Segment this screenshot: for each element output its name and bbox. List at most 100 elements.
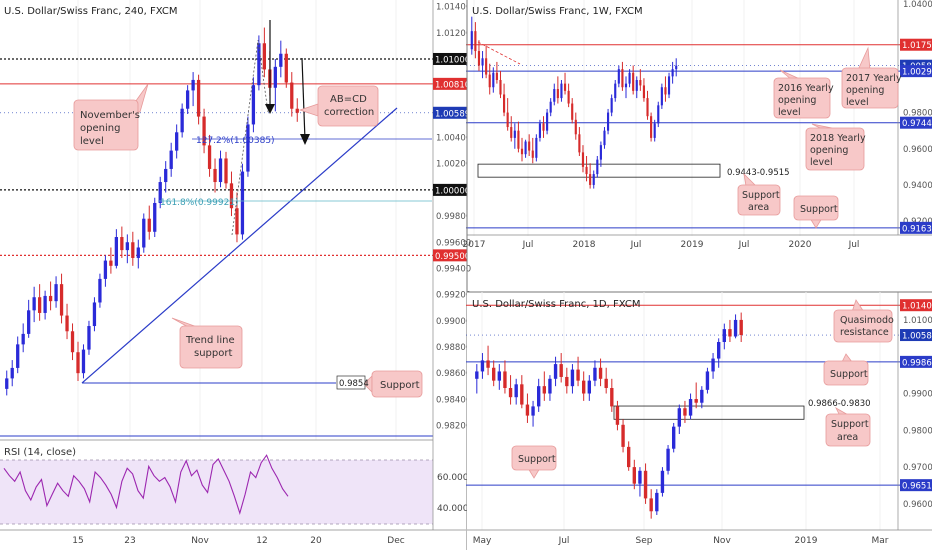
h4-price-badge	[433, 77, 467, 90]
callout-quasimodo-resistance[interactable]: Quasimodo resistance	[833, 299, 894, 343]
weekly-candle-body	[499, 80, 502, 95]
h4-candle-body	[273, 66, 277, 88]
h4-candle-body	[164, 168, 168, 183]
callout-2017-yearly-opening-level[interactable]: 2017 Yearly opening level	[841, 46, 902, 109]
h4-trend-line[interactable]	[81, 107, 398, 384]
daily-candle-body	[525, 404, 530, 416]
weekly-candle-body	[517, 130, 520, 149]
callout-text: 2016 Yearly opening level	[778, 83, 834, 118]
weekly-candle-body	[477, 51, 481, 66]
h4-candle-body	[81, 349, 86, 374]
h4-candle-body	[153, 202, 157, 232]
weekly-candle-body	[563, 83, 567, 91]
callout-support-area-weekly[interactable]: Support area	[737, 172, 781, 216]
daily-candle-body	[520, 384, 524, 405]
callout-box	[737, 184, 781, 216]
h4-price-tick: 1.00400	[436, 134, 471, 144]
h4-price-tick: 0.99800	[436, 212, 471, 222]
weekly-candle-body	[653, 123, 656, 138]
weekly-candle-body	[617, 69, 620, 84]
daily-candle-body	[537, 386, 541, 407]
weekly-price-badge	[900, 38, 932, 51]
callout-2018-yearly-opening-level[interactable]: 2018 Yearly opening level	[805, 123, 866, 171]
daily-candle-body	[508, 388, 513, 398]
h4-candle-body	[76, 352, 80, 374]
callout-text: Support	[380, 380, 420, 391]
daily-candle-body	[638, 470, 642, 484]
h4-candle-body	[207, 145, 212, 169]
callout-2016-yearly-opening-level[interactable]: 2016 Yearly opening level	[773, 69, 834, 119]
daily-candle-body	[542, 386, 546, 394]
h4-support-value-label: 0.9854	[339, 379, 369, 389]
daily-candle-body	[621, 424, 625, 447]
callout-box	[371, 370, 423, 398]
daily-price-badge	[900, 299, 932, 312]
weekly-candle-body	[531, 150, 534, 158]
weekly-candle-body	[474, 31, 477, 52]
h4-candle-body	[191, 79, 195, 91]
h4-price-badge-label: 1.00000	[435, 186, 470, 196]
weekly-candle-body	[635, 80, 638, 91]
callout-support-weekly[interactable]: Support	[793, 195, 839, 229]
h4-time-tick: Dec	[387, 536, 404, 546]
h4-candle-body	[295, 108, 299, 113]
h4-candle-body	[251, 85, 256, 125]
h4-candle-body	[257, 43, 261, 86]
daily-candle-body	[739, 319, 743, 336]
h4-price-tick: 0.98600	[436, 369, 471, 379]
daily-candle-body	[677, 408, 681, 427]
h4-candle-body	[65, 315, 69, 332]
weekly-candle-body	[664, 87, 667, 95]
h4-chart-panel: RSI (14, close) 60.0000 40.0000 1.014001…	[0, 0, 475, 546]
daily-candle-body	[565, 376, 569, 387]
h4-candle-body	[70, 331, 75, 353]
daily-time-tick: Mar	[872, 536, 889, 546]
weekly-candle-body	[675, 65, 678, 70]
h4-price-badge-label: 1.00810	[435, 80, 470, 90]
callout-novembers-opening-level[interactable]: November's opening level	[73, 83, 149, 151]
h4-support-value-box	[336, 375, 366, 390]
h4-price-tick: 1.01400	[436, 3, 471, 13]
weekly-candle-body	[513, 130, 516, 138]
h4-time-tick: 15	[72, 536, 83, 546]
weekly-candle-body	[542, 123, 545, 131]
callout-support-h4[interactable]: Support	[363, 370, 423, 398]
callout-box	[179, 325, 243, 369]
h4-price-tick: 0.98800	[436, 343, 471, 353]
weekly-candle-body	[624, 83, 628, 88]
h4-candle-body	[136, 247, 140, 258]
h4-candle-body	[43, 295, 47, 313]
h4-price-tick: 1.00200	[436, 160, 471, 170]
daily-candle-body	[582, 380, 586, 394]
callout-trend-line-support[interactable]: Trend line support	[171, 317, 243, 369]
h4-candle-body	[5, 378, 9, 389]
daily-support-zone[interactable]	[613, 405, 805, 420]
callout-box	[511, 445, 557, 471]
callout-text: Quasimodo resistance	[840, 315, 894, 338]
h4-arrow-head-right	[300, 134, 310, 145]
rsi-tick-60: 60.0000	[437, 473, 474, 483]
daily-candle-body	[503, 371, 507, 388]
weekly-trend-marker	[477, 41, 521, 65]
callout-support-daily-top[interactable]: Support	[823, 353, 869, 386]
daily-price-marks	[466, 292, 900, 530]
h4-candle-body	[37, 297, 42, 313]
weekly-price-tick: 1.04000	[903, 0, 932, 10]
h4-candle-body	[120, 237, 124, 251]
weekly-price-badge	[900, 116, 932, 129]
callout-support-daily-bottom[interactable]: Support	[511, 445, 557, 479]
callout-text: Support	[518, 454, 556, 465]
weekly-candle-body	[470, 31, 473, 50]
h4-candle-body	[87, 326, 91, 350]
weekly-support-zone[interactable]	[477, 163, 721, 178]
daily-candle-body	[587, 380, 591, 394]
weekly-candle-body	[599, 145, 602, 160]
weekly-time-tick: 2018	[573, 240, 596, 250]
daily-candle-body	[722, 329, 726, 342]
callout-abcd-correction[interactable]: AB=CD correction	[298, 85, 379, 127]
daily-candle-body	[553, 364, 558, 379]
callout-support-area-daily[interactable]: Support area	[825, 406, 871, 447]
